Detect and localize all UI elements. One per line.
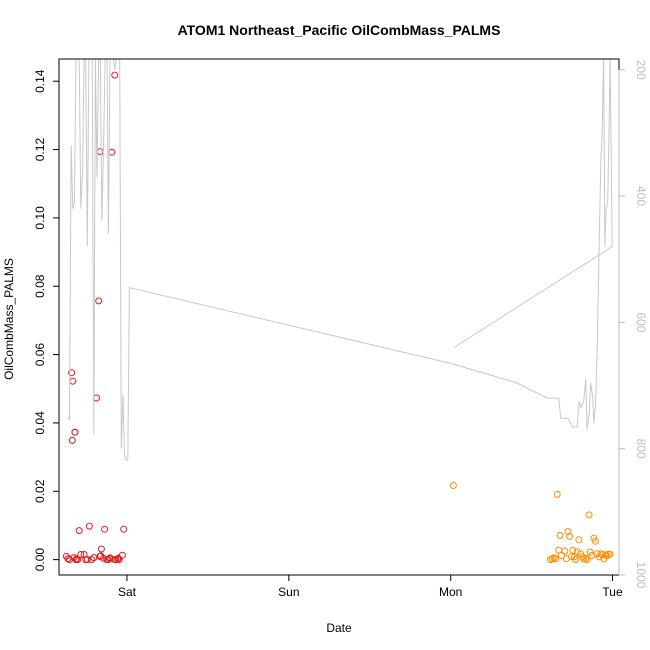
data-point <box>74 556 82 564</box>
data-point <box>83 556 91 564</box>
data-point <box>548 555 556 563</box>
data-point <box>564 528 572 536</box>
data-point <box>111 71 119 79</box>
data-point <box>97 545 105 553</box>
data-point <box>68 436 76 444</box>
data-point <box>65 556 73 564</box>
data-point <box>120 525 128 533</box>
data-point <box>585 511 593 519</box>
y-axis-label: OilCombMass_PALMS <box>2 258 16 380</box>
data-point <box>558 552 565 559</box>
y-tick-label: 0.08 <box>33 274 47 298</box>
data-point <box>566 532 574 540</box>
data-point <box>602 551 610 559</box>
data-point <box>572 556 580 564</box>
y2-tick-label: 800 <box>634 439 648 459</box>
data-point <box>118 551 126 559</box>
data-point <box>68 369 76 377</box>
data-point <box>586 548 594 556</box>
data-point <box>71 428 79 436</box>
y-tick-label: 0.06 <box>33 343 47 367</box>
data-point <box>561 547 569 555</box>
y-tick-label: 0.10 <box>33 206 47 230</box>
data-point <box>449 482 457 489</box>
x-tick-label: Sat <box>118 585 137 599</box>
x-axis-label: Date <box>326 621 352 635</box>
data-point <box>556 531 564 539</box>
y2-tick-label: 400 <box>634 186 648 206</box>
data-point <box>575 536 583 544</box>
data-point <box>582 554 590 562</box>
data-point <box>553 490 561 498</box>
data-point <box>583 556 591 564</box>
y-axis: 0.00 0.02 0.04 0.06 0.08 0.10 0.12 0.14 <box>33 69 60 572</box>
y2-tick-label: 600 <box>634 312 648 332</box>
data-point <box>569 546 577 554</box>
y2-axis: 200 400 600 800 1000 <box>618 60 648 589</box>
data-point <box>592 537 599 545</box>
data-point <box>85 522 93 530</box>
y-tick-label: 0.00 <box>33 548 47 572</box>
y-tick-label: 0.12 <box>33 138 47 162</box>
data-point <box>101 525 109 533</box>
x-axis: Sat Sun Mon Tue <box>118 574 623 599</box>
series-line <box>67 59 613 461</box>
x-tick-label: Mon <box>439 585 462 599</box>
data-point <box>111 556 119 564</box>
data-point <box>88 556 96 564</box>
data-point <box>75 527 83 535</box>
x-tick-label: Sun <box>278 585 299 599</box>
data-point <box>106 555 114 563</box>
y-tick-label: 0.14 <box>33 69 47 93</box>
y2-tick-label: 1000 <box>634 562 648 589</box>
chart-title: ATOM1 Northeast_Pacific OilCombMass_PALM… <box>178 22 501 38</box>
data-point <box>73 555 80 563</box>
series-layer <box>62 59 614 564</box>
data-point <box>103 556 111 564</box>
y-tick-label: 0.04 <box>33 411 47 435</box>
y-tick-label: 0.02 <box>33 479 47 503</box>
x-tick-label: Tue <box>602 585 623 599</box>
y2-tick-label: 200 <box>634 60 648 80</box>
data-point <box>552 555 560 563</box>
data-point <box>597 550 605 558</box>
data-point <box>606 550 614 558</box>
data-point <box>95 297 103 305</box>
data-point <box>77 551 85 558</box>
